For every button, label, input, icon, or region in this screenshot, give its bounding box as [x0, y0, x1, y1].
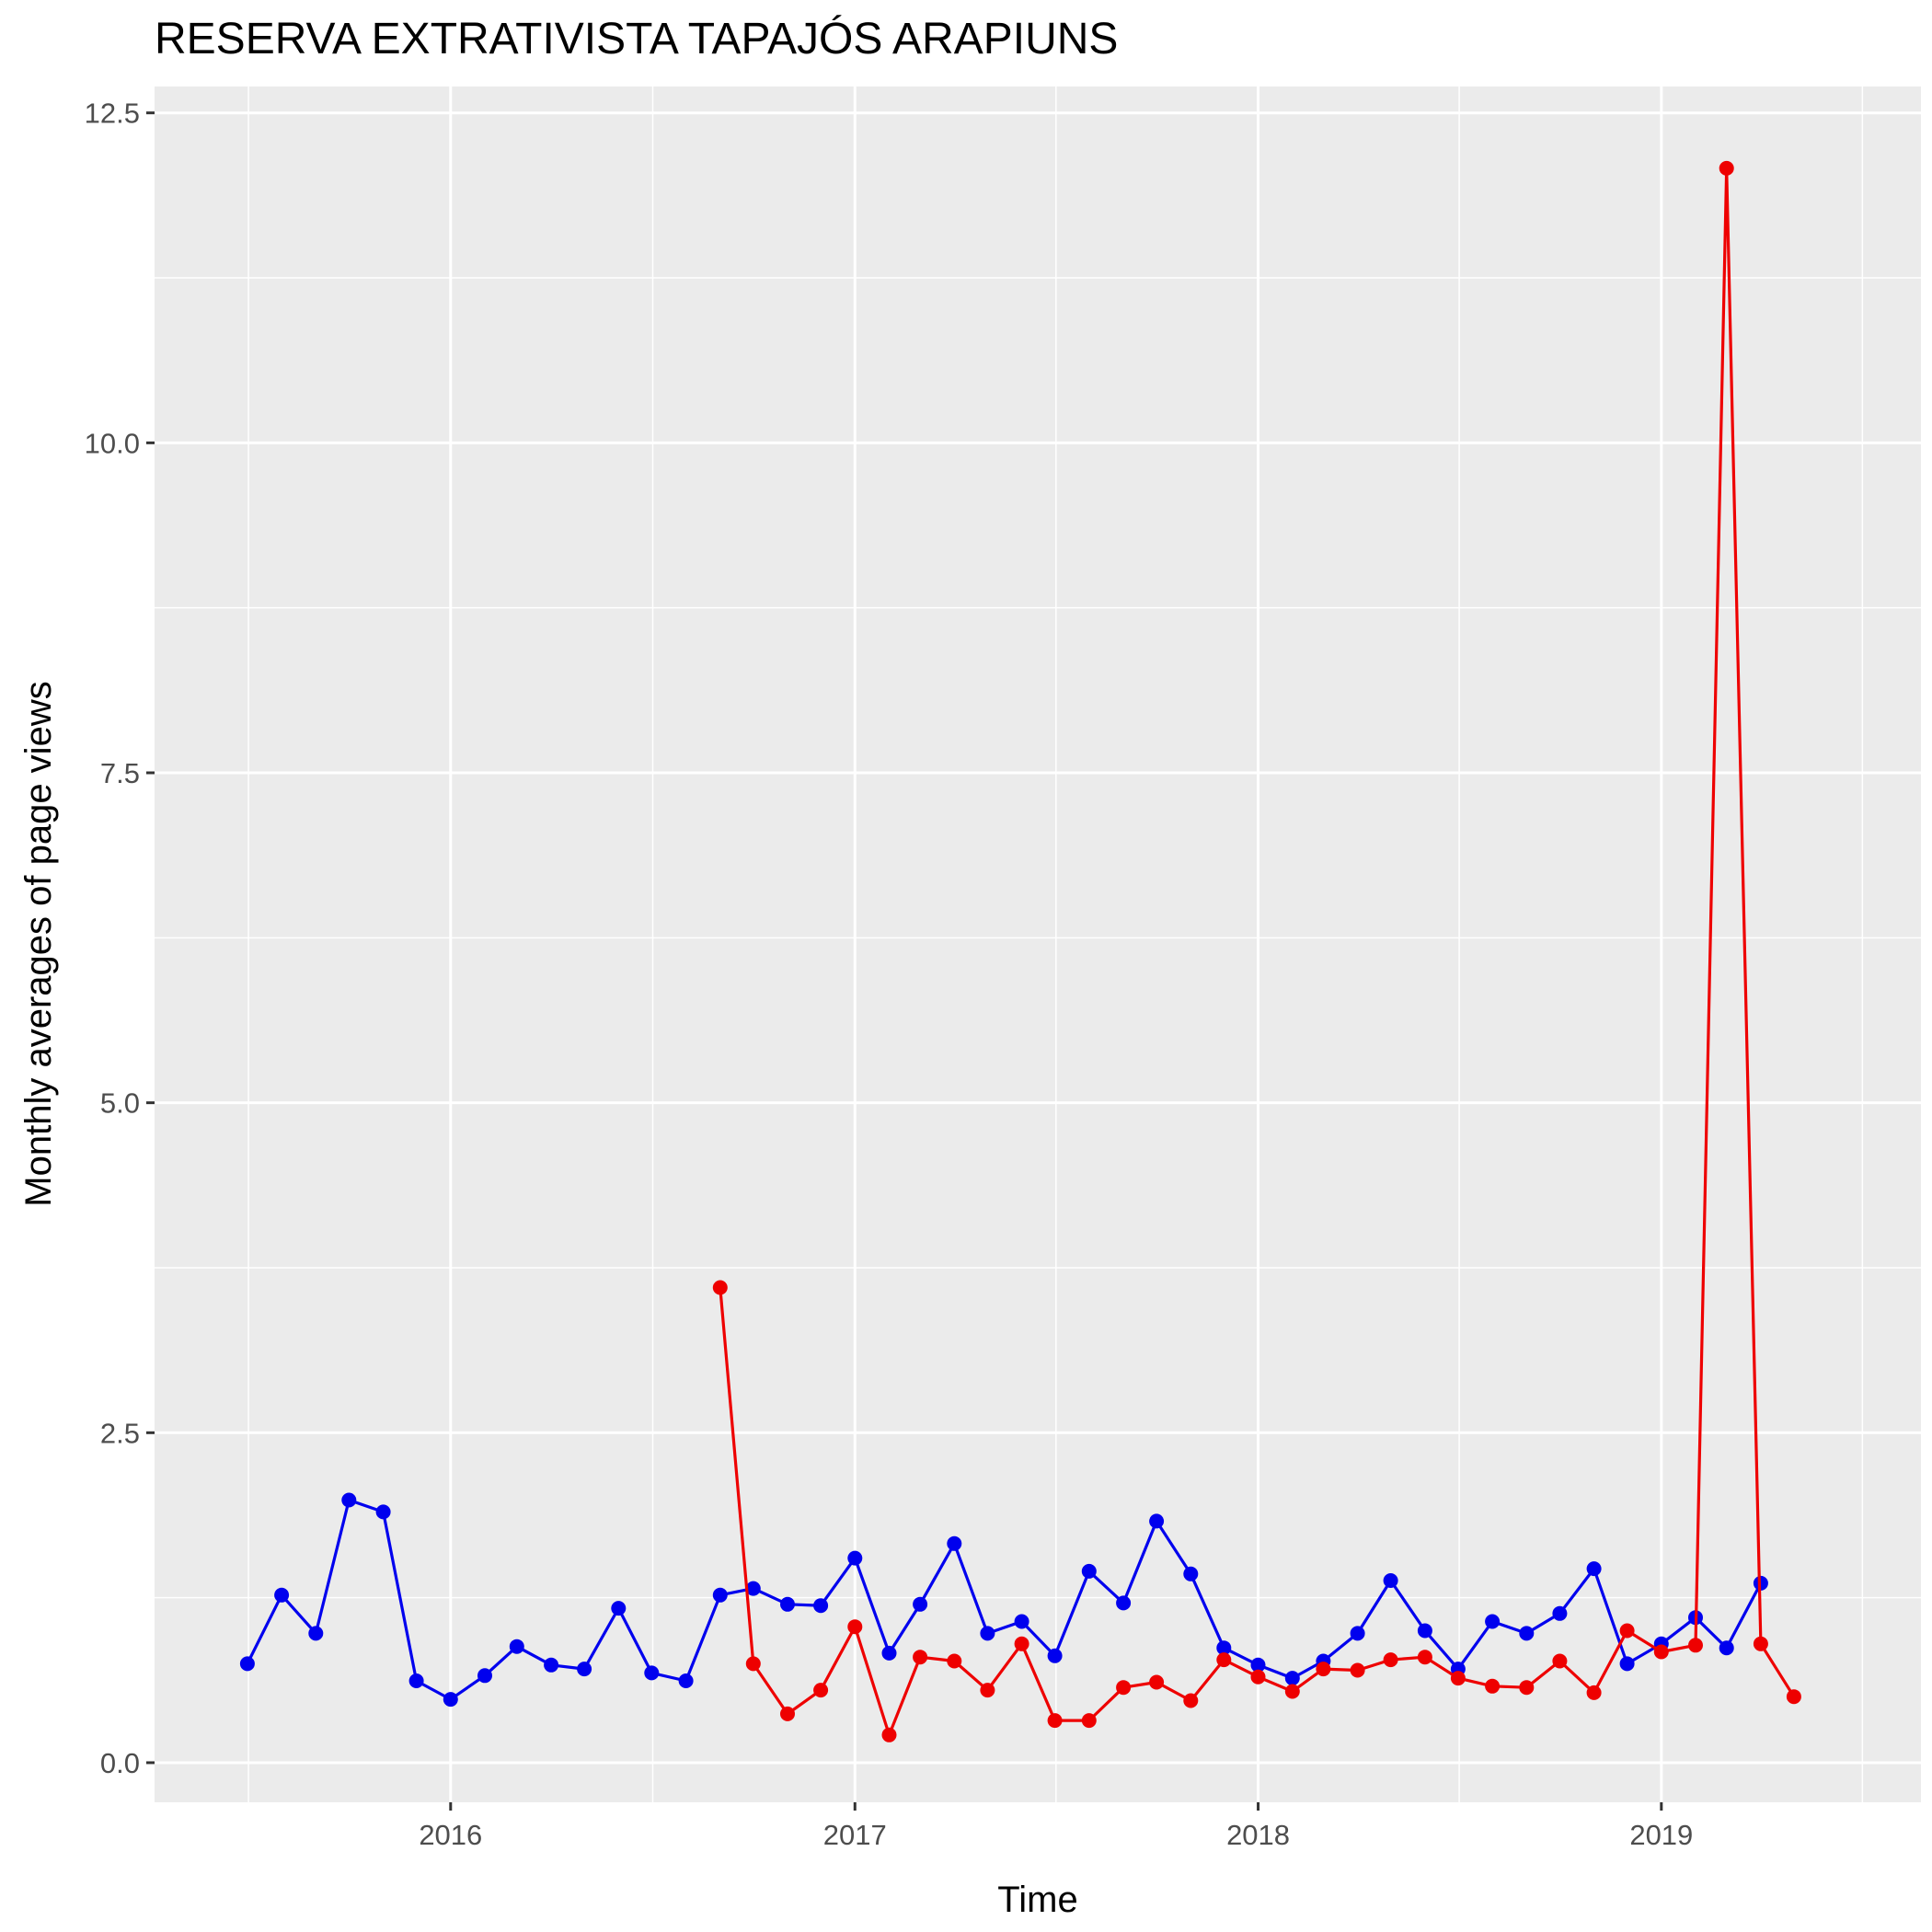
data-point — [678, 1673, 694, 1688]
y-tick-label: 12.5 — [85, 98, 140, 130]
data-point — [1014, 1636, 1029, 1651]
data-point — [1047, 1713, 1063, 1729]
data-point — [847, 1550, 863, 1566]
data-point — [1149, 1513, 1165, 1529]
data-point — [1183, 1566, 1199, 1581]
data-point — [509, 1639, 524, 1654]
series-1 — [239, 1492, 1768, 1708]
data-point — [745, 1581, 761, 1596]
data-point — [1753, 1636, 1768, 1651]
data-point — [544, 1657, 559, 1673]
x-axis-title: Time — [997, 1880, 1077, 1920]
data-point — [443, 1692, 458, 1708]
grid-minor — [155, 86, 1921, 1802]
x-tick-label: 2018 — [1226, 1819, 1290, 1851]
data-point — [1316, 1662, 1331, 1677]
data-point — [1284, 1671, 1300, 1686]
y-axis-title: Monthly averages of page views — [18, 681, 59, 1206]
data-point — [1047, 1648, 1063, 1663]
data-point — [239, 1656, 255, 1672]
data-point — [1786, 1689, 1801, 1705]
data-point — [1719, 1640, 1734, 1656]
data-point — [881, 1645, 897, 1661]
data-point — [611, 1601, 627, 1616]
y-tick-label: 5.0 — [100, 1087, 140, 1120]
data-point — [813, 1683, 829, 1698]
x-axis: 2016 2017 2018 2019 — [419, 1802, 1693, 1851]
chart-title: RESERVA EXTRATIVISTA TAPAJÓS ARAPIUNS — [155, 14, 1118, 63]
data-point — [913, 1596, 928, 1612]
data-point — [1149, 1674, 1165, 1690]
data-point — [1417, 1623, 1432, 1639]
data-point — [780, 1706, 795, 1721]
data-point — [1417, 1650, 1432, 1665]
x-tick-label: 2017 — [823, 1819, 887, 1851]
data-point — [1250, 1657, 1266, 1673]
data-point — [1216, 1652, 1232, 1668]
data-point — [847, 1619, 863, 1635]
data-point — [1519, 1680, 1535, 1696]
data-point — [947, 1535, 962, 1551]
y-tick-label: 7.5 — [100, 757, 140, 789]
y-tick-label: 10.0 — [85, 427, 140, 459]
data-point — [1250, 1669, 1266, 1685]
data-point — [980, 1683, 995, 1698]
data-point — [375, 1504, 391, 1520]
plot-panel — [155, 86, 1921, 1802]
data-point — [1183, 1693, 1199, 1708]
data-point — [308, 1626, 324, 1641]
x-tick-label: 2019 — [1629, 1819, 1693, 1851]
y-axis: 0.0 2.5 5.0 7.5 10.0 12.5 — [85, 98, 155, 1779]
data-point — [780, 1596, 795, 1612]
data-point — [577, 1662, 592, 1677]
data-point — [1081, 1713, 1097, 1729]
data-point — [1485, 1678, 1501, 1694]
data-point — [881, 1727, 897, 1742]
data-point — [1519, 1626, 1535, 1641]
data-point — [1216, 1640, 1232, 1656]
data-point — [341, 1492, 357, 1508]
data-point — [1284, 1684, 1300, 1699]
data-point — [1116, 1680, 1132, 1696]
data-point — [1552, 1653, 1568, 1669]
y-tick-label: 2.5 — [100, 1417, 140, 1449]
data-point — [745, 1656, 761, 1672]
data-point — [408, 1673, 424, 1688]
x-tick-label: 2016 — [419, 1819, 482, 1851]
data-point — [1081, 1563, 1097, 1579]
data-point — [1383, 1573, 1398, 1588]
data-point — [274, 1587, 290, 1603]
data-point — [913, 1650, 928, 1665]
series-2 — [712, 160, 1801, 1742]
data-point — [1653, 1644, 1669, 1660]
data-point — [1485, 1614, 1501, 1629]
data-point — [1450, 1671, 1466, 1686]
data-point — [1350, 1626, 1365, 1641]
data-point — [1586, 1561, 1602, 1577]
data-point — [477, 1668, 492, 1684]
data-point — [644, 1665, 660, 1681]
data-point — [947, 1653, 962, 1669]
data-point — [712, 1280, 728, 1295]
series-line — [246, 1498, 1763, 1701]
data-point — [1619, 1623, 1635, 1639]
data-point — [1688, 1638, 1703, 1653]
y-tick-label: 0.0 — [100, 1747, 140, 1779]
data-point — [1116, 1595, 1132, 1611]
data-point — [712, 1587, 728, 1603]
data-point — [1586, 1685, 1602, 1700]
data-point — [1014, 1614, 1029, 1629]
data-point — [1552, 1605, 1568, 1621]
data-point — [813, 1598, 829, 1614]
data-point — [1350, 1662, 1365, 1678]
data-point — [1719, 160, 1734, 176]
data-point — [980, 1626, 995, 1641]
data-point — [1619, 1656, 1635, 1672]
series-layer — [239, 160, 1801, 1742]
grid-major — [155, 86, 1921, 1802]
data-point — [1383, 1652, 1398, 1668]
